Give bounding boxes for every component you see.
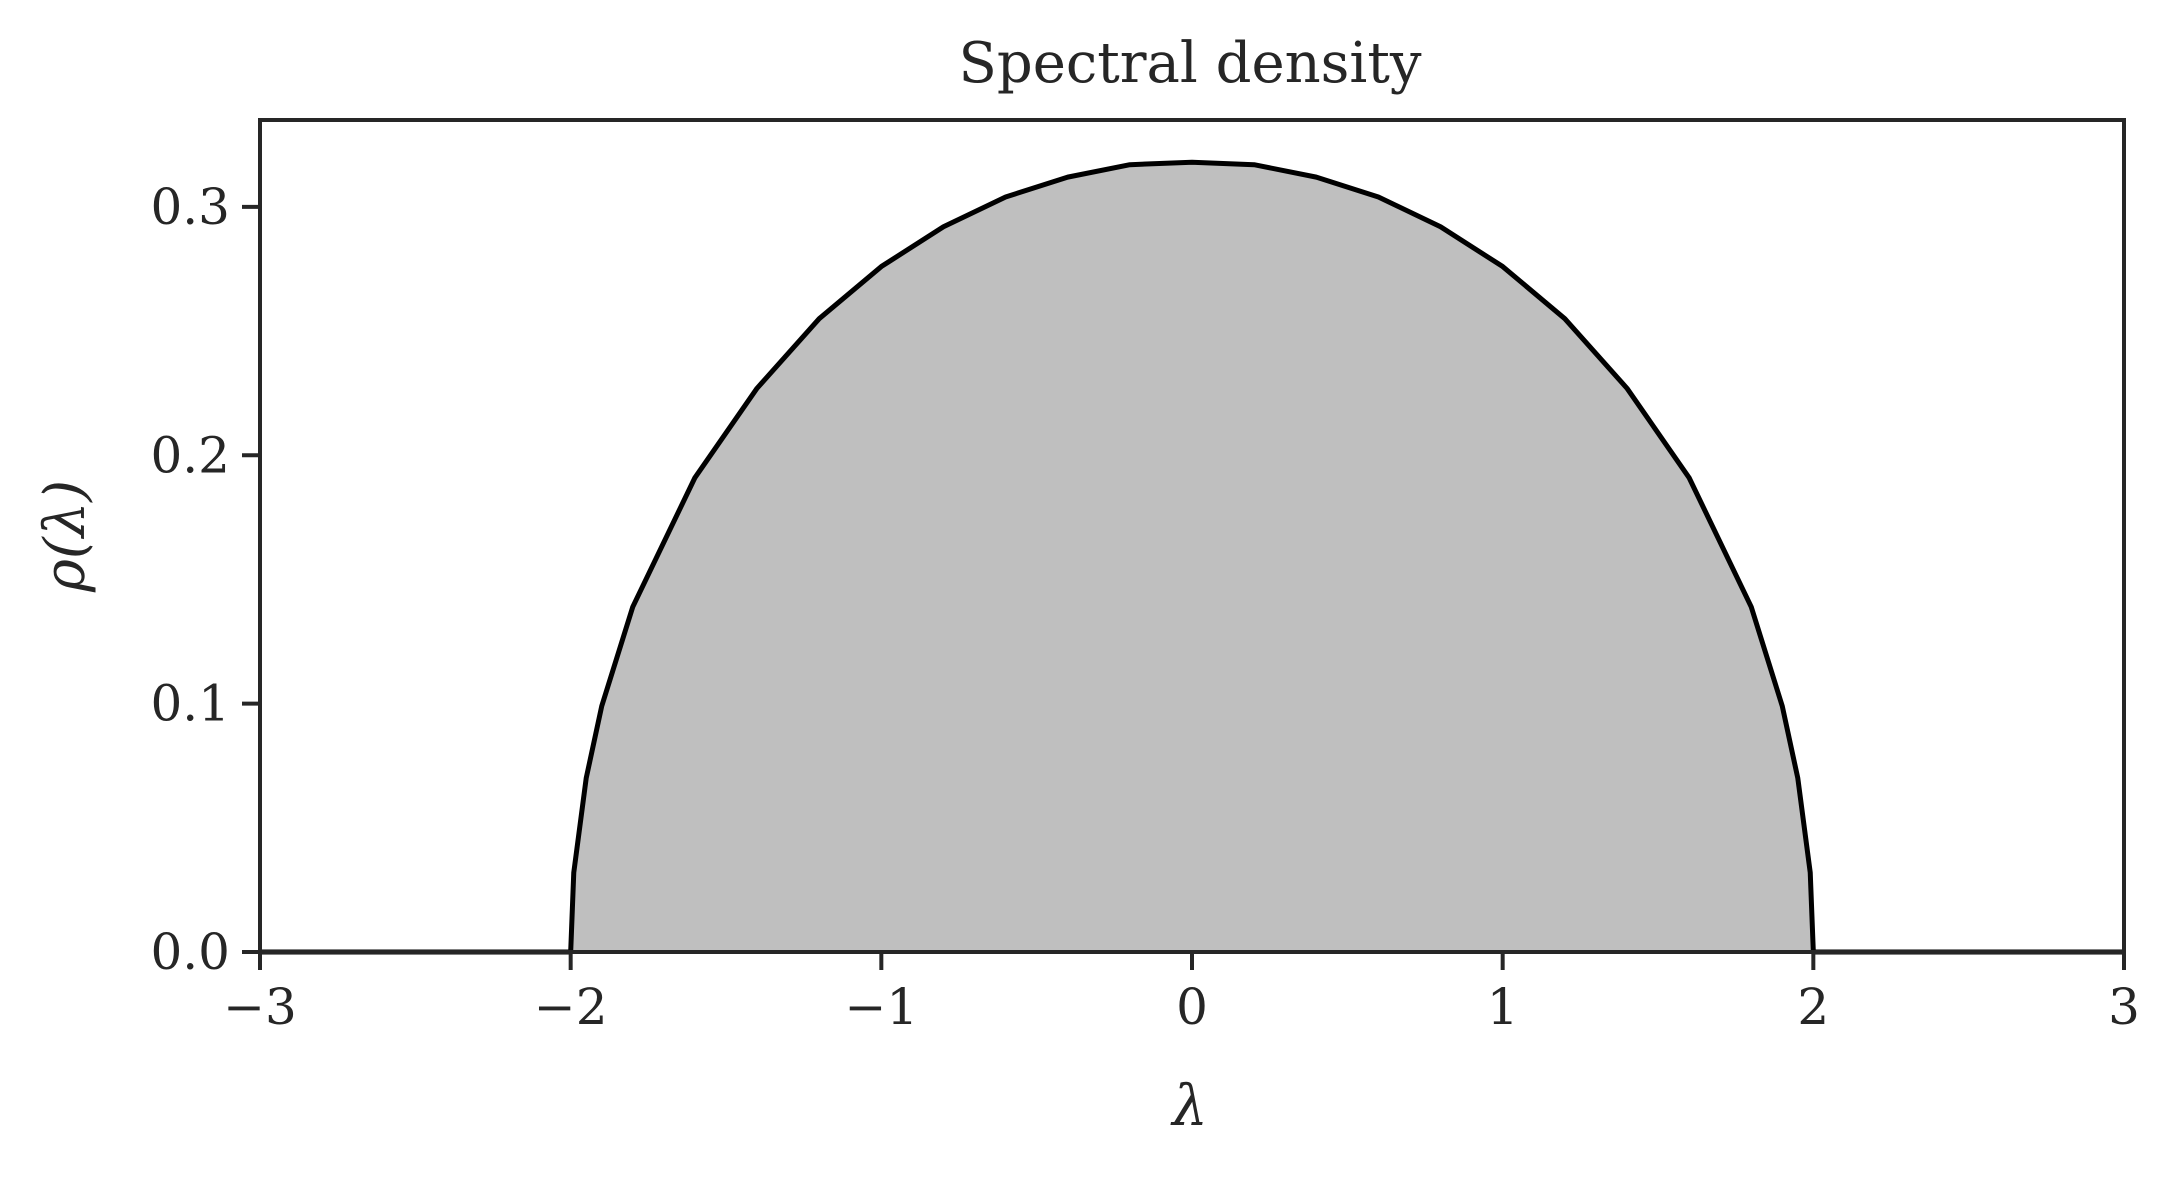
x-tick-label: −3 [223,978,297,1036]
x-tick-label: 0 [1176,978,1208,1036]
y-axis-label: ρ(λ) [33,480,98,593]
x-tick-label: −2 [534,978,608,1036]
y-tick-label: 0.2 [150,426,230,484]
x-tick-label: 3 [2108,978,2140,1036]
x-axis-label: λ [1170,1074,1208,1139]
y-axis-ticks: 0.0 0.1 0.2 0.3 [150,178,260,981]
chart-title: Spectral density [959,31,1422,96]
y-tick-label: 0.3 [150,178,230,236]
density-curve [260,159,2124,955]
x-tick-label: −1 [844,978,918,1036]
x-axis-ticks: −3 −2 −1 0 1 2 3 [223,952,2140,1036]
density-area-fill [260,162,2124,953]
x-tick-label: 1 [1487,978,1519,1036]
y-tick-label: 0.0 [150,923,230,981]
plot-area [260,159,2124,955]
y-tick-label: 0.1 [150,675,230,733]
x-tick-label: 2 [1797,978,1829,1036]
